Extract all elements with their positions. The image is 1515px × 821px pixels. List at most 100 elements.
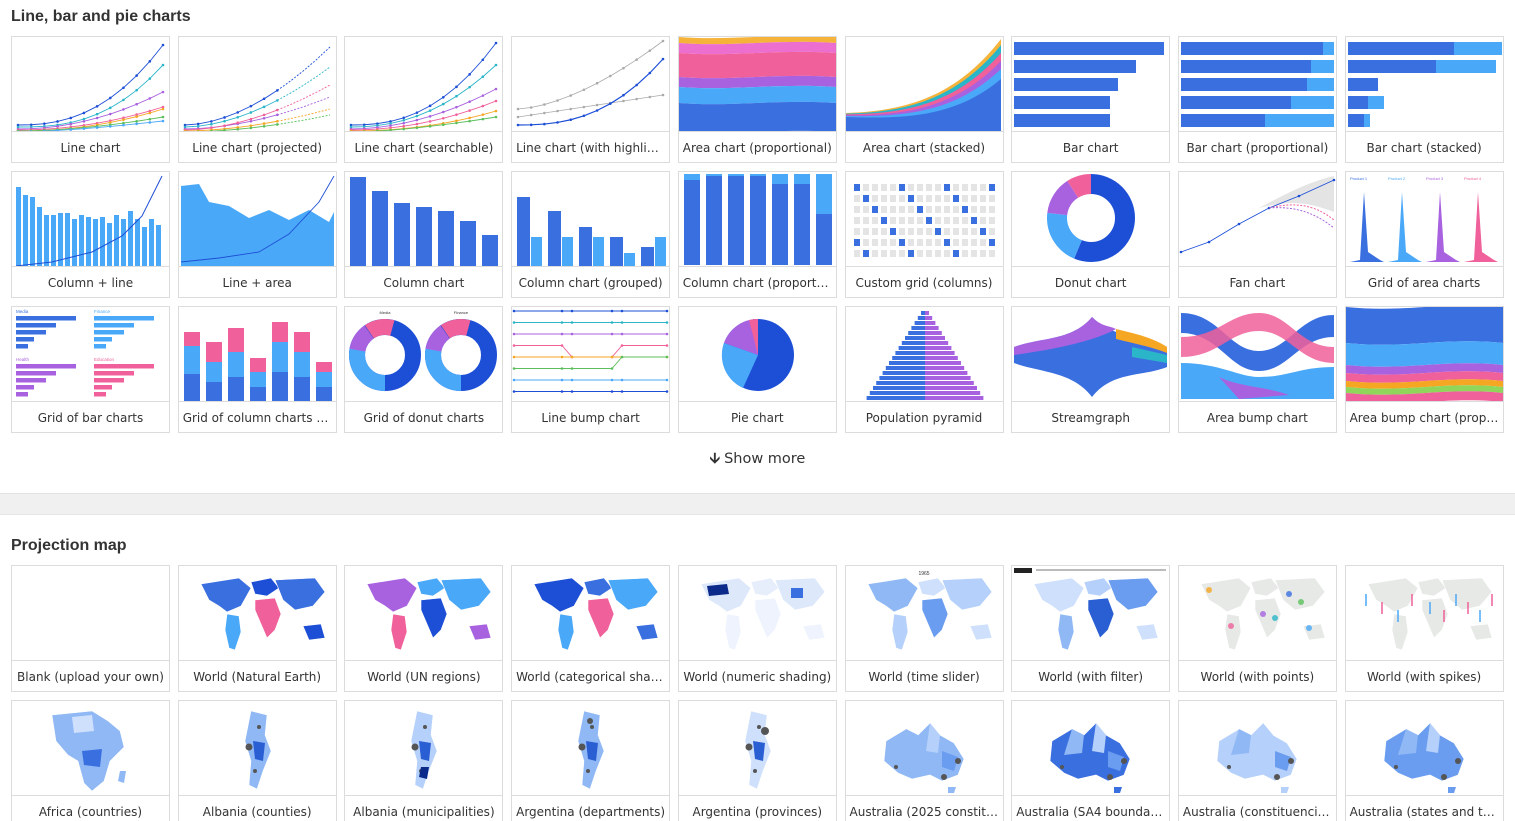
template-card-albania-m[interactable]: Albania (municipalities) <box>344 700 504 821</box>
template-thumbnail <box>1012 172 1170 267</box>
template-card-line-bump[interactable]: Line bump chart <box>511 306 671 433</box>
template-thumbnail <box>12 566 169 661</box>
show-more-button[interactable]: 🡫 Show more <box>0 448 1515 473</box>
section-title-charts: Line, bar and pie charts <box>11 8 191 25</box>
template-card-bar-prop[interactable]: Bar chart (proportional) <box>1177 36 1337 163</box>
template-label: World (numeric shading) <box>683 670 832 684</box>
thumbnail-graphic <box>180 175 335 266</box>
template-thumbnail <box>178 37 336 132</box>
template-card-donut[interactable]: Donut chart <box>1011 171 1171 298</box>
template-card-argentina-p[interactable]: Argentina (provinces) <box>677 700 837 821</box>
template-label: Area chart (proportional) <box>682 141 832 155</box>
template-card-custom-grid[interactable]: Custom grid (columns) <box>844 171 1004 298</box>
template-card-world-points[interactable]: World (with points) <box>1177 565 1337 692</box>
template-card-pyramid[interactable]: Population pyramid <box>844 306 1004 433</box>
template-card-australia-4[interactable]: Australia (states and ter… <box>1344 700 1504 821</box>
template-label: Population pyramid <box>865 411 983 425</box>
thumbnail-graphic <box>1180 42 1334 127</box>
thumbnail-graphic <box>12 566 169 661</box>
thumbnail-graphic <box>15 175 163 266</box>
template-label: World (time slider) <box>868 670 980 684</box>
template-card-line-projected[interactable]: Line chart (projected) <box>177 36 337 163</box>
template-card-fan[interactable]: Fan chart <box>1177 171 1337 298</box>
thumb-label: Finance <box>454 310 469 315</box>
thumbnail-graphic <box>200 577 326 651</box>
template-card-line-searchable[interactable]: Line chart (searchable) <box>344 36 504 163</box>
template-card-area-bump[interactable]: Area bump chart <box>1177 306 1337 433</box>
template-card-column[interactable]: Column chart <box>344 171 504 298</box>
template-card-bar-stacked[interactable]: Bar chart (stacked) <box>1344 36 1504 163</box>
template-card-area-bump-prop[interactable]: Area bump chart (propo… <box>1344 306 1504 433</box>
template-thumbnail <box>12 172 169 267</box>
template-card-grid-donut[interactable]: Media Finance Grid of donut charts <box>344 306 504 433</box>
template-card-line-highlight[interactable]: Line chart (with highlight) <box>511 36 671 163</box>
template-card-line[interactable]: Line chart <box>11 36 170 163</box>
template-label: Albania (counties) <box>202 805 312 819</box>
template-card-world-time[interactable]: 1965 World (time slider) <box>844 565 1004 692</box>
thumb-label: Media <box>16 309 29 314</box>
template-card-argentina-d[interactable]: Argentina (departments) <box>511 700 671 821</box>
template-card-column-grouped[interactable]: Column chart (grouped) <box>511 171 671 298</box>
thumb-label: Product 2 <box>1388 176 1406 181</box>
template-label: Grid of area charts <box>1367 276 1481 290</box>
template-card-bar[interactable]: Bar chart <box>1011 36 1171 163</box>
template-thumbnail <box>512 37 670 132</box>
template-card-grid-bar[interactable]: Media Finance Health Education Grid of bar c… <box>11 306 170 433</box>
template-label: World (UN regions) <box>367 670 481 684</box>
template-card-world-ne[interactable]: World (Natural Earth) <box>177 565 337 692</box>
template-label: World (with filter) <box>1038 670 1144 684</box>
template-thumbnail <box>678 701 836 796</box>
thumbnail-graphic <box>845 39 1001 131</box>
template-thumbnail <box>845 307 1003 402</box>
template-thumbnail <box>345 172 503 267</box>
thumbnail-graphic <box>1180 313 1334 399</box>
template-card-world-num[interactable]: World (numeric shading) <box>677 565 837 692</box>
thumbnail-graphic <box>1014 568 1167 651</box>
template-thumbnail <box>678 566 836 661</box>
template-thumbnail <box>1345 37 1503 132</box>
template-card-pie[interactable]: Pie chart <box>677 306 837 433</box>
template-card-column-line[interactable]: Column + line <box>11 171 170 298</box>
thumbnail-graphic <box>1216 722 1298 793</box>
template-card-grid-area[interactable]: Product 1 Product 2 Product 3 Product 4 Grid… <box>1344 171 1504 298</box>
thumbnail-graphic: 1965 <box>867 571 992 651</box>
template-card-area-prop[interactable]: Area chart (proportional) <box>677 36 837 163</box>
thumbnail-graphic <box>516 39 665 127</box>
template-card-area-stacked[interactable]: Area chart (stacked) <box>844 36 1004 163</box>
template-card-grid-column[interactable]: Grid of column charts (s… <box>177 306 337 433</box>
thumbnail-graphic <box>1200 577 1326 651</box>
template-label: Australia (states and ter… <box>1349 805 1503 819</box>
template-label: Australia (2025 constitu… <box>849 805 1003 819</box>
template-thumbnail <box>512 172 670 267</box>
thumbnail-graphic <box>577 710 605 790</box>
template-label: Area bump chart (propo… <box>1349 411 1503 425</box>
template-card-world-filter[interactable]: World (with filter) <box>1011 565 1171 692</box>
template-label: Bar chart (stacked) <box>1366 141 1482 155</box>
section-divider <box>0 493 1515 515</box>
template-card-column-prop[interactable]: Column chart (proportio… <box>677 171 837 298</box>
template-card-world-spikes[interactable]: World (with spikes) <box>1344 565 1504 692</box>
template-card-world-un[interactable]: World (UN regions) <box>344 565 504 692</box>
thumbnail-graphic <box>183 46 330 131</box>
template-thumbnail <box>1012 37 1170 132</box>
thumbnail-graphic <box>533 577 659 651</box>
template-thumbnail <box>845 172 1003 267</box>
template-card-stream[interactable]: Streamgraph <box>1011 306 1171 433</box>
template-thumbnail <box>345 701 503 796</box>
template-label: Grid of bar charts <box>37 411 144 425</box>
template-card-australia-3[interactable]: Australia (constituencies) <box>1177 700 1337 821</box>
template-card-world-cat[interactable]: World (categorical shadi… <box>511 565 671 692</box>
template-card-africa[interactable]: Africa (countries) <box>11 700 170 821</box>
template-card-blank[interactable]: Blank (upload your own) <box>11 565 170 692</box>
template-card-australia-2[interactable]: Australia (SA4 boundari… <box>1011 700 1171 821</box>
template-card-albania-c[interactable]: Albania (counties) <box>177 700 337 821</box>
template-label: Column chart (proportio… <box>682 276 836 290</box>
template-thumbnail <box>178 307 336 402</box>
template-card-line-area[interactable]: Line + area <box>177 171 337 298</box>
template-thumbnail <box>1178 172 1336 267</box>
template-label: Line chart (with highlight) <box>516 141 670 155</box>
template-card-australia-1[interactable]: Australia (2025 constitu… <box>844 700 1004 821</box>
template-thumbnail <box>1345 701 1503 796</box>
template-thumbnail <box>345 566 503 661</box>
template-thumbnail <box>512 701 670 796</box>
